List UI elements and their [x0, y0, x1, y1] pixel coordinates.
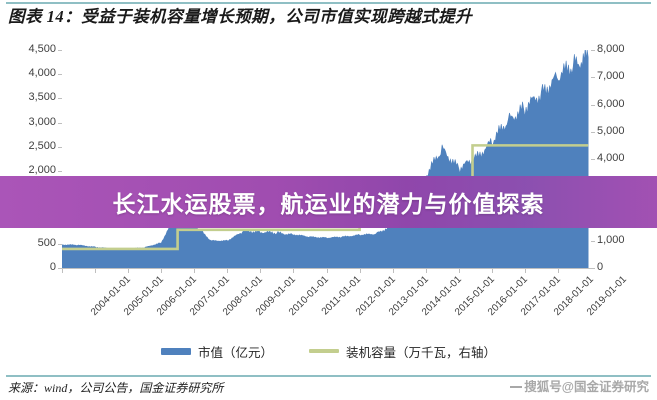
axis-tick-mark	[58, 268, 62, 269]
left-axis-labels: 05001,0001,5002,0002,5003,0003,5004,0004…	[8, 34, 56, 284]
page-title: 图表 14：受益于装机容量增长预期，公司市值实现跨越式提升	[8, 7, 473, 26]
left-axis-tick-label: 3,500	[28, 91, 56, 104]
footer-divider	[6, 375, 651, 377]
right-axis-tick-label: 8,000	[597, 43, 625, 55]
axis-tick-mark	[591, 77, 595, 79]
left-axis-tick-label: 4,500	[28, 43, 56, 55]
legend-item[interactable]: 装机容量（万千瓦，右轴）	[309, 342, 496, 361]
left-axis-tick-label: 2,500	[28, 139, 56, 152]
axis-tick-mark	[326, 269, 328, 273]
axis-tick-mark	[491, 269, 493, 273]
right-axis-tick-label: 6,000	[597, 97, 625, 110]
axis-tick-mark	[557, 269, 559, 273]
axis-tick-mark	[95, 269, 97, 273]
axis-tick-mark	[128, 269, 130, 273]
legend-label: 市值（亿元）	[197, 344, 273, 360]
legend-swatch-icon	[309, 349, 339, 353]
axis-tick-mark	[392, 269, 394, 273]
axis-tick-mark	[591, 131, 595, 133]
bottom-axis-line	[62, 268, 591, 269]
right-axis-tick-label: 1,000	[597, 233, 625, 246]
axis-tick-mark	[591, 159, 595, 160]
axis-tick-mark	[227, 269, 229, 273]
left-axis-tick-label: 500	[37, 236, 56, 249]
watermark-dash-icon	[510, 386, 523, 388]
chart-legend: 市值（亿元） 装机容量（万千瓦，右轴）	[0, 342, 657, 360]
right-axis-tick-label: 5,000	[597, 124, 625, 137]
source-note: 来源：wind，公司公告，国金证券研究所	[8, 381, 224, 395]
overlay-headline: 长江水运股票，航运业的潜力与价值探索	[112, 192, 545, 218]
axis-tick-mark	[58, 50, 62, 51]
watermark: 搜狐号@国金证券研究	[510, 378, 649, 396]
axis-tick-mark	[293, 269, 295, 273]
right-axis-labels: 01,0002,0003,0004,0005,0006,0007,0008,00…	[597, 34, 647, 284]
axis-tick-mark	[458, 269, 460, 273]
x-axis-labels: 2004-01-01 2005-01-01 2006-01-01 2007-01-01…	[62, 270, 629, 332]
axis-tick-mark	[62, 269, 63, 273]
axis-tick-mark	[591, 240, 595, 242]
axis-tick-mark	[161, 269, 163, 273]
legend-swatch-icon	[160, 347, 191, 355]
axis-tick-mark	[425, 269, 427, 273]
market-cap-area	[62, 50, 589, 268]
axis-tick-mark	[58, 74, 62, 76]
legend-item[interactable]: 市值（亿元）	[160, 342, 273, 361]
right-axis-tick-label: 7,000	[597, 70, 625, 83]
right-axis-tick-label: 0	[597, 261, 604, 273]
axis-tick-mark	[58, 243, 62, 245]
axis-tick-mark	[58, 122, 62, 124]
legend-label: 装机容量（万千瓦，右轴）	[346, 344, 497, 360]
watermark-label: 搜狐号@国金证券研究	[524, 380, 649, 394]
left-axis-tick-label: 0	[49, 261, 56, 273]
axis-tick-mark	[591, 104, 595, 106]
title-divider	[6, 2, 651, 4]
axis-tick-mark	[58, 146, 62, 148]
axis-tick-mark	[591, 50, 595, 51]
axis-tick-mark	[58, 98, 62, 100]
series-layer	[62, 50, 589, 268]
axis-tick-mark	[260, 269, 262, 273]
left-axis-tick-label: 3,000	[28, 115, 56, 128]
overlay-banner: 长江水运股票，航运业的潜力与价值探索	[0, 176, 657, 228]
plot-area	[62, 50, 591, 268]
left-axis-tick-label: 4,000	[28, 67, 56, 80]
axis-tick-mark	[194, 269, 196, 273]
axis-tick-mark	[359, 269, 361, 273]
right-axis-tick-label: 4,000	[597, 152, 625, 164]
axis-tick-mark	[524, 269, 526, 273]
axis-tick-mark	[58, 171, 62, 173]
left-axis-tick-label: 2,000	[28, 164, 56, 177]
axis-tick-mark	[591, 268, 595, 269]
